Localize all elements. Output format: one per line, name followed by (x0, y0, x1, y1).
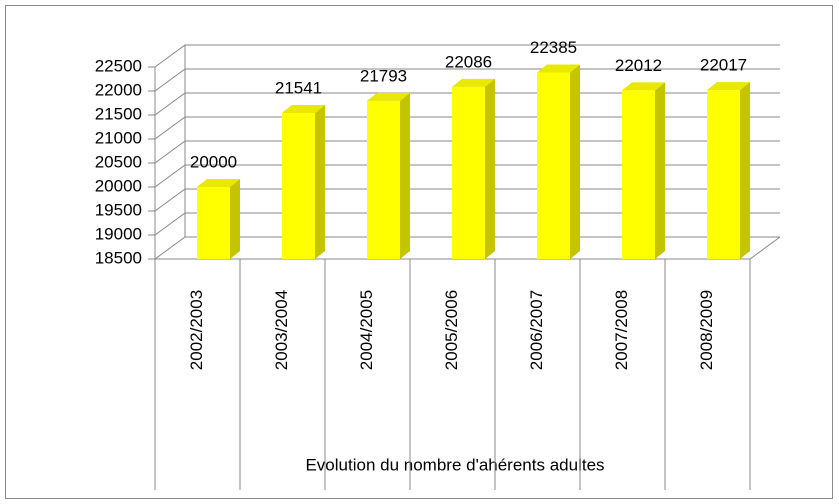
y-tick-label: 21000 (95, 128, 142, 147)
bar-side (315, 105, 325, 259)
grid-line (154, 236, 780, 260)
chart-border (5, 5, 833, 499)
y-tick-label: 19000 (95, 224, 142, 243)
data-label: 22012 (615, 56, 662, 75)
bar (537, 72, 570, 260)
bar (452, 86, 485, 259)
x-tick-label: 2004/2005 (357, 290, 376, 370)
floor-line (749, 236, 781, 260)
x-axis-title: Evolution du nombre d'ahérents adultes (305, 455, 604, 474)
x-tick-label: 2007/2008 (612, 290, 631, 370)
grid-line (154, 212, 780, 236)
data-label: 20000 (190, 152, 237, 171)
bar-top (452, 78, 495, 87)
bar-side (485, 78, 495, 259)
bar-side (400, 92, 410, 259)
bar (622, 90, 655, 259)
y-tick-label: 20000 (95, 176, 142, 195)
x-tick-label: 2003/2004 (272, 290, 291, 370)
data-label: 21793 (360, 66, 407, 85)
y-tick-label: 22500 (95, 56, 142, 75)
x-tick-label: 2008/2009 (697, 290, 716, 370)
grid-line (154, 68, 780, 92)
y-tick-label: 19500 (95, 200, 142, 219)
bar-top (622, 82, 665, 91)
bar-top (197, 179, 240, 187)
bar-side (740, 82, 750, 260)
bar-top (367, 92, 410, 101)
grid-line (154, 164, 780, 188)
y-tick-label: 22000 (95, 80, 142, 99)
bar-top (282, 105, 325, 114)
bar (367, 100, 400, 259)
data-label: 22017 (700, 56, 747, 75)
bar-side (655, 82, 665, 259)
grid-line (154, 44, 780, 68)
y-tick-label: 21500 (95, 104, 142, 123)
grid-line (154, 116, 780, 140)
x-tick-label: 2006/2007 (527, 290, 546, 370)
y-tick-label: 18500 (95, 248, 142, 267)
bar (197, 187, 230, 259)
x-tick-label: 2002/2003 (187, 290, 206, 370)
grid-line (154, 140, 780, 164)
bar (282, 113, 315, 259)
data-label: 22086 (445, 52, 492, 71)
x-tick-label: 2005/2006 (442, 290, 461, 370)
y-tick-label: 20500 (95, 152, 142, 171)
data-label: 21541 (275, 79, 322, 98)
bar-top (537, 64, 580, 73)
bar-top (707, 82, 750, 91)
bar (707, 90, 740, 260)
bar-side (570, 64, 580, 260)
grid-line (154, 188, 780, 212)
grid-line (154, 92, 780, 116)
bar-side (230, 179, 240, 259)
data-label: 22385 (530, 38, 577, 57)
